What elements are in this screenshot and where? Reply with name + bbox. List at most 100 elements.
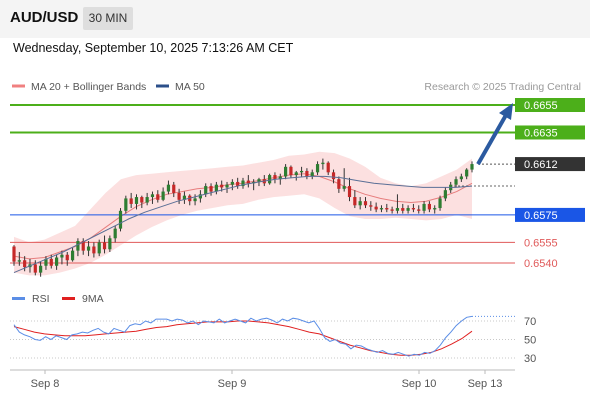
rsi-line (13, 315, 473, 357)
candle-body (177, 192, 181, 200)
x-tick-label: Sep 9 (218, 378, 247, 390)
symbol-label: AUD/USD (10, 9, 79, 26)
candle-body (299, 170, 304, 173)
chart-header: AUD/USD 30 MIN (0, 0, 590, 38)
candle-body (379, 208, 384, 210)
candle-body (268, 175, 272, 184)
candle-body (12, 246, 16, 262)
candle-body (209, 186, 213, 192)
candle-body (182, 195, 187, 200)
candle-body (156, 194, 160, 200)
candle-body (172, 184, 176, 193)
candle-body (385, 208, 389, 210)
candle-body (443, 190, 447, 199)
candle-body (257, 179, 261, 182)
level-tag (515, 98, 585, 112)
candle-body (92, 246, 96, 254)
candle-body (465, 169, 469, 177)
candle-body (454, 179, 458, 185)
candle-body (427, 203, 431, 210)
candle-body (214, 184, 218, 192)
candle-body (86, 246, 91, 251)
candle-body (145, 197, 149, 203)
candle-body (65, 254, 69, 261)
candle-body (225, 184, 229, 188)
candle-body (273, 175, 277, 180)
candle-body (401, 208, 405, 211)
candle-body (246, 180, 250, 184)
level-label: 0.6555 (524, 237, 558, 249)
candle-body (230, 181, 234, 185)
forecast-arrow-shaft (476, 114, 508, 166)
candle-body (241, 180, 245, 187)
candle-body (108, 238, 112, 250)
candle-body (81, 241, 85, 251)
candle-body (161, 191, 165, 200)
candle-body (294, 172, 298, 176)
datetime-label: Wednesday, September 10, 2025 7:13:26 AM… (13, 41, 294, 55)
candle-body (198, 194, 202, 199)
candle-body (102, 242, 107, 250)
candle-body (33, 264, 37, 273)
candle-body (44, 258, 48, 266)
rsi-legend-swatch (12, 297, 25, 300)
candle-body (236, 181, 240, 187)
candle-body (134, 197, 139, 204)
candle-body (369, 205, 373, 207)
candle-body (363, 201, 368, 206)
candle-body (204, 186, 208, 195)
candle-body (129, 198, 133, 204)
timeframe-button[interactable]: 30 MIN (83, 7, 133, 30)
candle-body (321, 162, 325, 165)
rsi-tick-label: 50 (524, 335, 536, 347)
candle-body (390, 209, 394, 211)
level-label: 0.6655 (524, 100, 558, 112)
candle-body (118, 210, 123, 229)
legend-swatch (156, 84, 169, 88)
rsi-legend-label: RSI (32, 293, 50, 305)
candle-body (358, 201, 362, 206)
rsi-tick-label: 30 (524, 353, 536, 365)
ma50-line (13, 175, 473, 274)
candle-body (140, 197, 144, 203)
x-tick-label: Sep 10 (402, 378, 437, 390)
candle-body (342, 186, 346, 189)
candle-body (39, 265, 43, 273)
level-label: 0.6540 (524, 258, 558, 270)
candle-body (220, 184, 224, 188)
candle-body (374, 206, 378, 210)
candle-body (49, 258, 53, 266)
candle-body (17, 260, 21, 262)
candle-body (150, 194, 155, 198)
level-label: 0.6635 (524, 127, 558, 139)
level-tag (515, 207, 585, 222)
candle-body (315, 164, 320, 173)
x-tick-label: Sep 13 (468, 378, 503, 390)
candle-body (459, 176, 463, 180)
price-chart: MA 20 + Bollinger Bands MA 50 Research © 2… (10, 81, 585, 390)
watermark: Research © 2025 Trading Central (424, 81, 581, 93)
candle-body (60, 254, 64, 258)
candle-body (305, 170, 309, 177)
level-tag (515, 125, 585, 140)
candle-body (113, 228, 117, 239)
rsi-ma-line (13, 320, 473, 356)
candle-body (411, 208, 416, 210)
rsi-tick-label: 70 (524, 316, 536, 328)
candle-body (417, 209, 421, 211)
candle-body (97, 242, 101, 254)
candle-body (76, 241, 80, 251)
legend-swatch (12, 84, 25, 88)
candle-body (337, 179, 341, 189)
x-tick-label: Sep 8 (31, 378, 60, 390)
candle-body (166, 184, 171, 192)
level-label: 0.6575 (524, 210, 558, 222)
candle-body (278, 176, 282, 180)
legend-label: MA 50 (175, 81, 205, 93)
rsi-legend-swatch (62, 297, 75, 300)
candle-body (406, 208, 410, 211)
candle-body (55, 257, 59, 266)
candle-body (310, 172, 314, 177)
candle-body (326, 162, 330, 173)
forecast-arrow-head (499, 103, 513, 120)
